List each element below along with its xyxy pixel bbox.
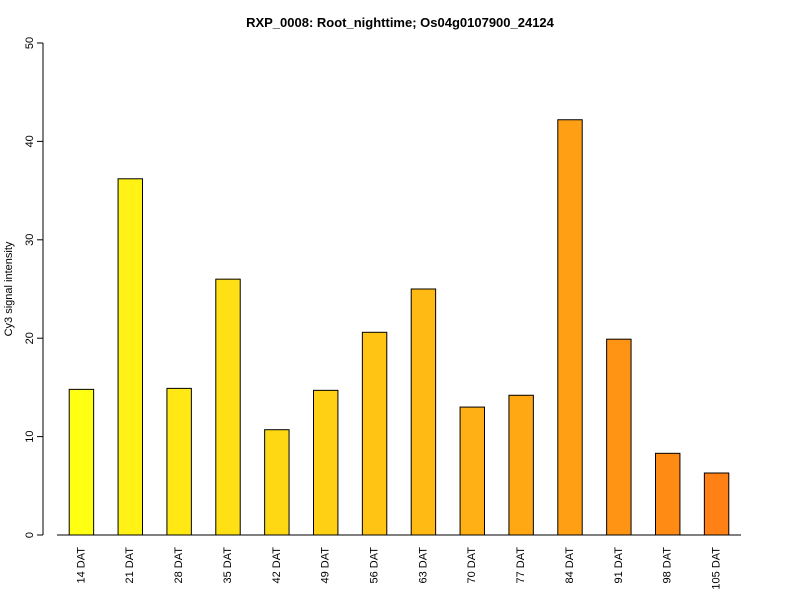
x-tick-label: 21 DAT — [124, 547, 136, 584]
x-tick-label: 14 DAT — [75, 547, 87, 584]
bar-35-dat — [215, 278, 241, 536]
x-tick-label: 35 DAT — [222, 547, 234, 584]
y-tick-label: 20 — [24, 332, 36, 344]
x-tick-label: 84 DAT — [564, 547, 576, 584]
bar-14-dat — [68, 388, 95, 536]
x-tick-label: 56 DAT — [368, 547, 380, 584]
x-tick-label: 49 DAT — [320, 547, 332, 584]
y-tick-label: 10 — [24, 430, 36, 442]
y-axis-label: Cy3 signal intensity — [3, 241, 15, 336]
bar-42-dat — [264, 429, 290, 536]
bar-49-dat — [313, 389, 339, 536]
y-tick-label: 50 — [24, 37, 36, 49]
y-axis: 0 10 20 30 40 50 — [24, 37, 44, 538]
x-tick-label: 77 DAT — [515, 547, 527, 584]
bar-21-dat — [117, 178, 143, 536]
x-tick-label: 28 DAT — [173, 547, 185, 584]
x-tick-label: 63 DAT — [417, 547, 429, 584]
bar-70-dat — [459, 406, 486, 536]
bars-group — [68, 119, 730, 536]
x-axis: 14 DAT 21 DAT 28 DAT 35 DAT 42 DAT 49 DAT 56 D… — [57, 534, 741, 590]
chart-title: RXP_0008: Root_nighttime; Os04g0107900_2… — [246, 15, 555, 30]
bar-28-dat — [166, 387, 192, 536]
x-tick-label: 98 DAT — [662, 547, 674, 584]
y-tick-label: 40 — [24, 135, 36, 147]
bar-91-dat — [606, 338, 632, 536]
bar-77-dat — [508, 394, 534, 536]
x-tick-label: 105 DAT — [710, 547, 722, 590]
x-tick-label: 70 DAT — [466, 547, 478, 584]
bar-98-dat — [655, 452, 681, 536]
bar-63-dat — [410, 288, 437, 536]
bar-84-dat — [557, 119, 583, 536]
bar-105-dat — [703, 472, 730, 536]
y-tick-label: 30 — [24, 234, 36, 246]
x-tick-label: 91 DAT — [613, 547, 625, 584]
bar-56-dat — [361, 331, 388, 536]
x-tick-label: 42 DAT — [271, 547, 283, 584]
y-tick-label: 0 — [24, 532, 36, 538]
